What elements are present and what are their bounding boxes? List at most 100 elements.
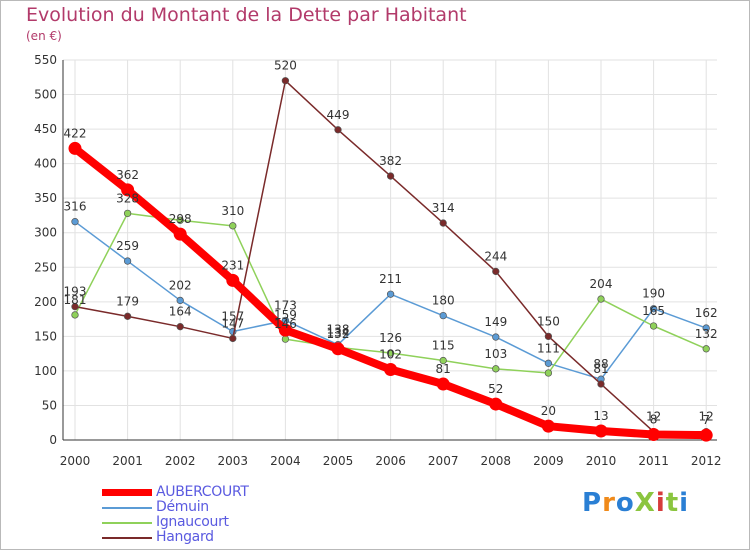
data-label-demuin: 149 bbox=[484, 315, 507, 329]
x-tick-label: 2002 bbox=[165, 454, 196, 468]
y-tick-label: 50 bbox=[42, 398, 57, 412]
data-point-aubercourt bbox=[226, 273, 240, 287]
data-point-aubercourt bbox=[647, 427, 661, 441]
data-label-demuin: 211 bbox=[379, 272, 402, 286]
data-point-ignaucourt bbox=[386, 349, 395, 357]
data-point-hangard bbox=[386, 172, 395, 180]
data-label-ignaucourt: 204 bbox=[590, 277, 613, 291]
data-label-ignaucourt: 126 bbox=[379, 331, 402, 345]
y-tick-label: 250 bbox=[34, 260, 57, 274]
data-label-demuin: 259 bbox=[116, 239, 139, 253]
x-tick-label: 2003 bbox=[218, 454, 249, 468]
y-tick-label: 0 bbox=[49, 433, 57, 447]
data-point-demuin bbox=[702, 324, 710, 332]
data-point-ignaucourt bbox=[492, 365, 500, 373]
y-tick-label: 300 bbox=[34, 226, 57, 240]
data-point-ignaucourt bbox=[281, 335, 290, 343]
data-point-aubercourt bbox=[68, 141, 82, 155]
data-label-hangard: 193 bbox=[64, 285, 87, 299]
data-label-aubercourt: 52 bbox=[488, 382, 503, 396]
data-point-demuin bbox=[439, 311, 447, 320]
data-label-ignaucourt: 165 bbox=[642, 304, 665, 318]
data-label-hangard: 81 bbox=[593, 362, 608, 376]
brand-letter: X bbox=[634, 488, 656, 518]
data-point-ignaucourt bbox=[176, 216, 184, 224]
legend-label: Ignaucourt bbox=[156, 514, 229, 530]
data-point-demuin bbox=[123, 257, 132, 265]
brand-letter: i bbox=[655, 488, 666, 518]
data-label-hangard: 12 bbox=[699, 410, 714, 424]
data-label-demuin: 138 bbox=[327, 323, 350, 337]
data-label-hangard: 520 bbox=[274, 59, 297, 73]
data-label-aubercourt: 298 bbox=[169, 212, 192, 226]
x-tick-label: 2001 bbox=[112, 454, 143, 468]
data-label-demuin: 190 bbox=[642, 287, 665, 301]
data-label-aubercourt: 20 bbox=[541, 404, 556, 418]
legend-label: Hangard bbox=[156, 529, 214, 545]
data-label-ignaucourt: 132 bbox=[695, 327, 718, 341]
legend-swatch bbox=[102, 507, 152, 509]
y-tick-label: 350 bbox=[34, 191, 57, 205]
data-label-ignaucourt: 310 bbox=[221, 204, 244, 218]
y-tick-label: 550 bbox=[34, 53, 57, 67]
data-label-aubercourt: 231 bbox=[221, 258, 244, 272]
data-point-demuin bbox=[176, 296, 184, 305]
data-point-hangard bbox=[123, 312, 132, 320]
grid-lines bbox=[63, 59, 717, 441]
data-point-aubercourt bbox=[278, 323, 292, 337]
data-label-aubercourt: 102 bbox=[379, 348, 402, 362]
data-point-ignaucourt bbox=[544, 369, 553, 377]
data-label-aubercourt: 422 bbox=[64, 126, 87, 140]
y-tick-label: 200 bbox=[34, 295, 57, 309]
legend-label: AUBERCOURT bbox=[156, 484, 249, 500]
y-tick-label: 400 bbox=[34, 157, 57, 171]
series-layer bbox=[68, 77, 713, 442]
x-tick-label: 2011 bbox=[638, 454, 669, 468]
data-point-aubercourt bbox=[699, 428, 713, 442]
data-point-aubercourt bbox=[384, 363, 398, 377]
data-point-demuin bbox=[649, 305, 658, 313]
data-point-demuin bbox=[71, 218, 79, 226]
data-label-ignaucourt: 146 bbox=[274, 317, 297, 331]
data-point-ignaucourt bbox=[71, 311, 79, 319]
data-label-ignaucourt: 115 bbox=[432, 339, 455, 353]
data-label-demuin: 157 bbox=[221, 310, 244, 324]
data-label-hangard: 179 bbox=[116, 294, 139, 308]
y-tick-label: 100 bbox=[34, 364, 57, 378]
data-point-hangard bbox=[229, 334, 237, 343]
x-axis-ticks: 2000 2001 2002 2003 2004 2005 2006 2007 2008 2009… bbox=[60, 454, 722, 468]
data-label-demuin: 88 bbox=[593, 357, 608, 371]
data-point-hangard bbox=[492, 267, 500, 276]
data-label-ignaucourt: 103 bbox=[484, 347, 507, 361]
data-labels: 3162592021571731382111801491118819016218… bbox=[64, 59, 718, 427]
x-tick-label: 2006 bbox=[375, 454, 406, 468]
brand-letter: P bbox=[582, 488, 603, 518]
data-point-hangard bbox=[281, 77, 290, 85]
data-label-demuin: 202 bbox=[169, 278, 192, 292]
brand-letter: o bbox=[615, 488, 635, 518]
data-label-hangard: 314 bbox=[432, 201, 455, 215]
data-label-demuin: 173 bbox=[274, 298, 297, 312]
data-label-hangard: 449 bbox=[327, 108, 350, 122]
chart-unit-label: (en €) bbox=[26, 29, 62, 43]
data-point-hangard bbox=[176, 323, 184, 331]
x-tick-label: 2007 bbox=[428, 454, 459, 468]
data-label-hangard: 164 bbox=[169, 305, 192, 319]
data-label-demuin: 162 bbox=[695, 306, 718, 320]
data-label-hangard: 382 bbox=[379, 154, 402, 168]
data-point-aubercourt bbox=[121, 183, 135, 197]
legend-swatch bbox=[102, 537, 152, 539]
data-point-ignaucourt bbox=[439, 356, 447, 365]
x-tick-label: 2005 bbox=[323, 454, 354, 468]
x-tick-label: 2012 bbox=[691, 454, 722, 468]
data-label-hangard: 244 bbox=[484, 249, 507, 263]
data-point-aubercourt bbox=[436, 377, 450, 391]
data-point-ignaucourt bbox=[597, 295, 605, 303]
brand-letter: r bbox=[602, 488, 616, 518]
data-point-ignaucourt bbox=[702, 345, 710, 353]
data-label-ignaucourt: 181 bbox=[64, 293, 87, 307]
data-point-hangard bbox=[544, 332, 553, 341]
legend-swatch bbox=[102, 489, 152, 496]
data-label-hangard: 147 bbox=[221, 316, 244, 330]
data-point-aubercourt bbox=[594, 424, 608, 438]
